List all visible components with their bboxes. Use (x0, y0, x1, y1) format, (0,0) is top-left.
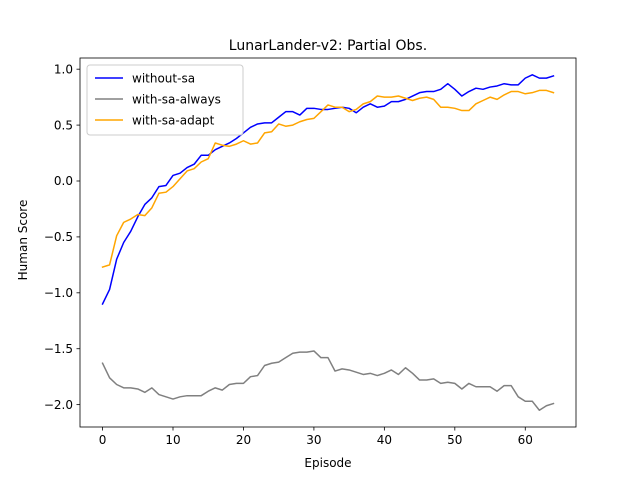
y-axis-title: Human Score (16, 200, 30, 281)
legend-box (86, 64, 244, 136)
x-tick-label: 20 (236, 433, 251, 447)
x-tick-label: 10 (165, 433, 180, 447)
plot-frame (79, 57, 577, 428)
y-tick-label: −1.0 (44, 286, 73, 300)
y-tick-label: 0.0 (54, 174, 73, 188)
x-tick-label: 50 (447, 433, 462, 447)
legend: without-sa with-sa-always with-sa-adapt (86, 64, 244, 136)
series-line-with-sa-always (101, 350, 555, 411)
y-tick-label: −1.5 (44, 342, 73, 356)
series-layer (101, 74, 555, 411)
legend-label-with-sa-always: with-sa-always (132, 92, 221, 106)
legend-label-without-sa: without-sa (132, 71, 195, 85)
y-tick-label: −0.5 (44, 230, 73, 244)
series-line-without-sa (101, 74, 555, 306)
ticks-layer: 0 10 20 30 40 50 60 −2.0 −1.5 −1.0 −0.5 0.0 0.5 1.0 (44, 62, 533, 447)
x-tick-label: 0 (99, 433, 107, 447)
axes-layer (79, 57, 577, 428)
y-tick-label: −2.0 (44, 398, 73, 412)
y-tick-label: 0.5 (54, 118, 73, 132)
legend-label-with-sa-adapt: with-sa-adapt (132, 113, 215, 127)
x-tick-label: 40 (377, 433, 392, 447)
x-axis-title: Episode (304, 456, 351, 470)
y-tick-label: 1.0 (54, 62, 73, 76)
series-line-with-sa-adapt (101, 89, 555, 269)
x-tick-label: 30 (306, 433, 321, 447)
x-tick-label: 60 (518, 433, 533, 447)
chart-title: LunarLander-v2: Partial Obs. (229, 38, 427, 54)
